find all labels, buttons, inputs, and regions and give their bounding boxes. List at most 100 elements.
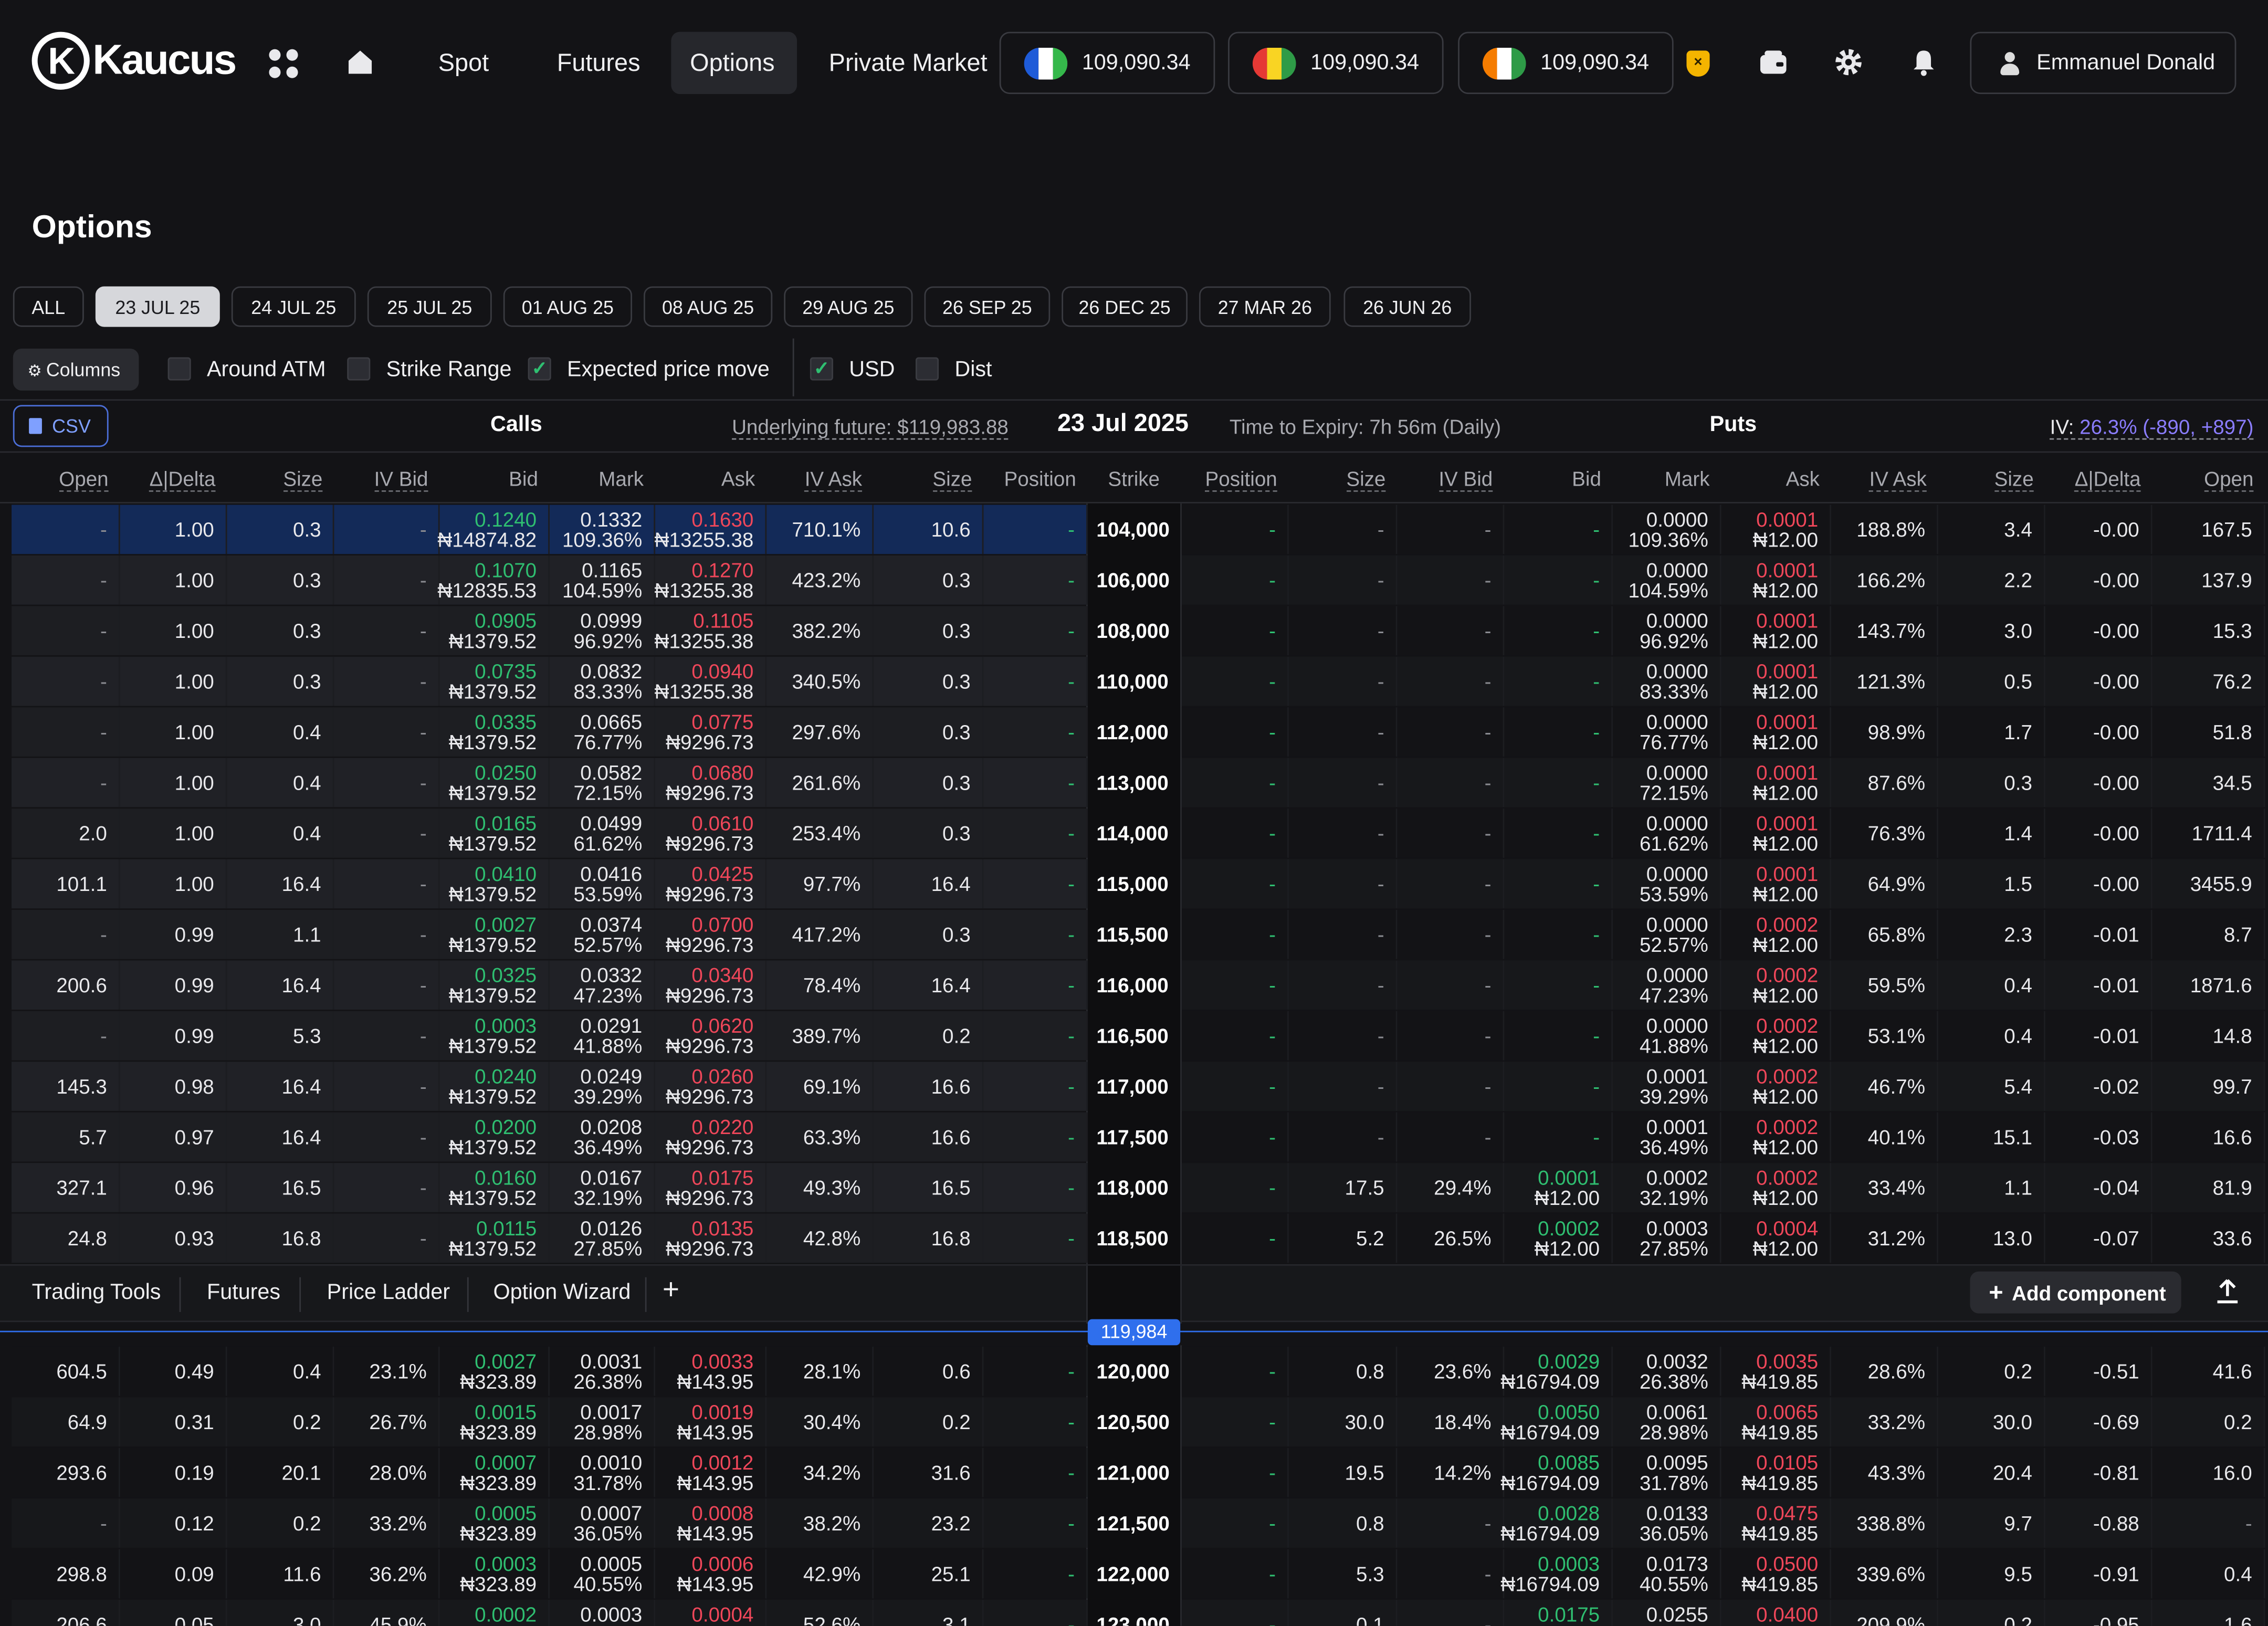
put-position[interactable]: - xyxy=(1182,809,1289,858)
call-iv-bid[interactable]: 23.1% xyxy=(334,1346,440,1396)
put-bid[interactable]: 0.0001 ₦12.00 xyxy=(1504,1163,1613,1212)
option-row[interactable]: -0.99 1.1-0.0027 ₦1379.52 0.0374 52.57% 0.070… xyxy=(0,909,2268,960)
put-delta[interactable]: -0.00 xyxy=(2045,555,2152,605)
call-size[interactable]: 0.2 xyxy=(227,1498,334,1548)
put-size-ask[interactable]: 9.7 xyxy=(1938,1498,2045,1548)
put-size-ask[interactable]: 2.3 xyxy=(1938,909,2045,959)
option-row[interactable]: -1.00 0.4-0.0250 ₦1379.52 0.0582 72.15% 0.068… xyxy=(0,758,2268,809)
call-bid[interactable]: 0.0007 ₦323.89 xyxy=(440,1447,550,1497)
put-position[interactable]: - xyxy=(1182,909,1289,959)
call-size[interactable]: 16.8 xyxy=(227,1213,334,1263)
call-iv-ask[interactable]: 42.8% xyxy=(766,1213,874,1263)
put-open[interactable]: 8.7 xyxy=(2152,909,2265,959)
call-ask[interactable]: 0.0019 ₦143.95 xyxy=(655,1397,767,1447)
call-open[interactable]: - xyxy=(12,758,120,807)
call-position[interactable]: - xyxy=(983,1011,1088,1061)
call-iv-ask[interactable]: 382.2% xyxy=(766,606,874,656)
put-position[interactable]: - xyxy=(1182,758,1289,807)
put-delta[interactable]: -0.95 xyxy=(2045,1600,2152,1626)
call-open[interactable]: 24.8 xyxy=(12,1213,120,1263)
put-position[interactable]: - xyxy=(1182,1112,1289,1162)
put-delta[interactable]: -0.00 xyxy=(2045,505,2152,554)
put-open[interactable]: 41.6 xyxy=(2152,1346,2265,1396)
put-mark[interactable]: 0.0032 26.38% xyxy=(1613,1346,1721,1396)
put-open[interactable]: - xyxy=(2152,1498,2265,1548)
put-open[interactable]: 14.8 xyxy=(2152,1011,2265,1061)
call-size-ask[interactable]: 0.3 xyxy=(874,909,984,959)
call-ask[interactable]: 0.1105 ₦13255.38 xyxy=(655,606,767,656)
put-size-ask[interactable]: 0.4 xyxy=(1938,1011,2045,1061)
call-mark[interactable]: 0.0291 41.88% xyxy=(550,1011,656,1061)
put-iv-bid[interactable]: - xyxy=(1397,656,1505,706)
call-ask[interactable]: 0.0610 ₦9296.73 xyxy=(655,809,767,858)
tab-26-jun-26[interactable]: 26 JUN 26 xyxy=(1343,286,1471,327)
put-mark[interactable]: 0.0095 31.78% xyxy=(1613,1447,1721,1497)
put-iv-bid[interactable]: - xyxy=(1397,1062,1505,1111)
call-position[interactable]: - xyxy=(983,1346,1088,1396)
put-size[interactable]: - xyxy=(1289,555,1398,605)
call-size-ask[interactable]: 0.3 xyxy=(874,758,984,807)
call-ask[interactable]: 0.0680 ₦9296.73 xyxy=(655,758,767,807)
put-ask[interactable]: 0.0001 ₦12.00 xyxy=(1721,707,1831,757)
call-iv-bid[interactable]: - xyxy=(334,758,440,807)
option-row[interactable]: 2.0 1.00 0.4-0.0165 ₦1379.52 0.0499 61.62% 0.0… xyxy=(0,809,2268,859)
call-iv-bid[interactable]: - xyxy=(334,859,440,909)
tab-08-aug-25[interactable]: 08 AUG 25 xyxy=(644,286,773,327)
call-bid[interactable]: 0.0735 ₦1379.52 xyxy=(440,656,550,706)
call-size[interactable]: 11.6 xyxy=(227,1549,334,1599)
tab-option-wizard[interactable]: Option Wizard xyxy=(493,1280,631,1305)
call-delta[interactable]: 0.12 xyxy=(120,1498,227,1548)
put-size-ask[interactable]: 2.2 xyxy=(1938,555,2045,605)
put-ask[interactable]: 0.0001 ₦12.00 xyxy=(1721,656,1831,706)
tab-01-aug-25[interactable]: 01 AUG 25 xyxy=(503,286,632,327)
columns-button[interactable]: ⚙ Columns xyxy=(13,348,139,391)
call-delta[interactable]: 1.00 xyxy=(120,859,227,909)
call-iv-ask[interactable]: 97.7% xyxy=(766,859,874,909)
put-ask[interactable]: 0.0002 ₦12.00 xyxy=(1721,1062,1831,1111)
call-bid[interactable]: 0.0005 ₦323.89 xyxy=(440,1498,550,1548)
call-bid[interactable]: 0.0003 ₦1379.52 xyxy=(440,1011,550,1061)
put-open[interactable]: 137.9 xyxy=(2152,555,2265,605)
call-position[interactable]: - xyxy=(983,1600,1088,1626)
tab-trading-tools[interactable]: Trading Tools xyxy=(32,1280,161,1305)
call-ask[interactable]: 0.0940 ₦13255.38 xyxy=(655,656,767,706)
option-row[interactable]: -0.12 0.2 33.2% 0.0005 ₦323.89 0.0007 36.05% 0.… xyxy=(0,1498,2268,1549)
put-open[interactable]: 3455.9 xyxy=(2152,859,2265,909)
put-iv-ask[interactable]: 339.6% xyxy=(1831,1549,1938,1599)
call-open[interactable]: - xyxy=(12,505,120,554)
put-open[interactable]: 15.3 xyxy=(2152,606,2265,656)
put-mark[interactable]: 0.0000 61.62% xyxy=(1613,809,1721,858)
tab-price-ladder[interactable]: Price Ladder xyxy=(327,1280,450,1305)
call-mark[interactable]: 0.0499 61.62% xyxy=(550,809,656,858)
call-iv-bid[interactable]: - xyxy=(334,1163,440,1212)
call-delta[interactable]: 0.99 xyxy=(120,960,227,1010)
calls-col-open[interactable]: Open xyxy=(59,467,109,492)
put-position[interactable]: - xyxy=(1182,1163,1289,1212)
call-bid[interactable]: 0.0015 ₦323.89 xyxy=(440,1397,550,1447)
call-size-ask[interactable]: 0.3 xyxy=(874,606,984,656)
call-iv-bid[interactable]: - xyxy=(334,909,440,959)
puts-col-open[interactable]: Open xyxy=(2204,467,2254,492)
put-size-ask[interactable]: 20.4 xyxy=(1938,1447,2045,1497)
put-open[interactable]: 81.9 xyxy=(2152,1163,2265,1212)
call-size[interactable]: 16.4 xyxy=(227,1112,334,1162)
call-size-ask[interactable]: 16.5 xyxy=(874,1163,984,1212)
call-mark[interactable]: 0.0582 72.15% xyxy=(550,758,656,807)
option-row[interactable]: 145.3 0.98 16.4-0.0240 ₦1379.52 0.0249 39.29%… xyxy=(0,1062,2268,1112)
call-bid[interactable]: 0.0165 ₦1379.52 xyxy=(440,809,550,858)
call-delta[interactable]: 0.97 xyxy=(120,1112,227,1162)
call-iv-bid[interactable]: - xyxy=(334,555,440,605)
put-size[interactable]: - xyxy=(1289,859,1398,909)
call-mark[interactable]: 0.000345.21% xyxy=(550,1600,656,1626)
call-ask[interactable]: 0.0008 ₦143.95 xyxy=(655,1498,767,1548)
call-size-ask[interactable]: 0.3 xyxy=(874,656,984,706)
call-delta[interactable]: 0.19 xyxy=(120,1447,227,1497)
call-size[interactable]: 5.3 xyxy=(227,1011,334,1061)
around-atm-checkbox[interactable]: Around ATM xyxy=(167,354,326,383)
put-iv-ask[interactable]: 338.8% xyxy=(1831,1498,1938,1548)
call-position[interactable]: - xyxy=(983,1112,1088,1162)
put-mark[interactable]: 0.0000 47.23% xyxy=(1613,960,1721,1010)
call-delta[interactable]: 0.09 xyxy=(120,1549,227,1599)
call-size[interactable]: 3.0 xyxy=(227,1600,334,1626)
put-iv-ask[interactable]: 31.2% xyxy=(1831,1213,1938,1263)
